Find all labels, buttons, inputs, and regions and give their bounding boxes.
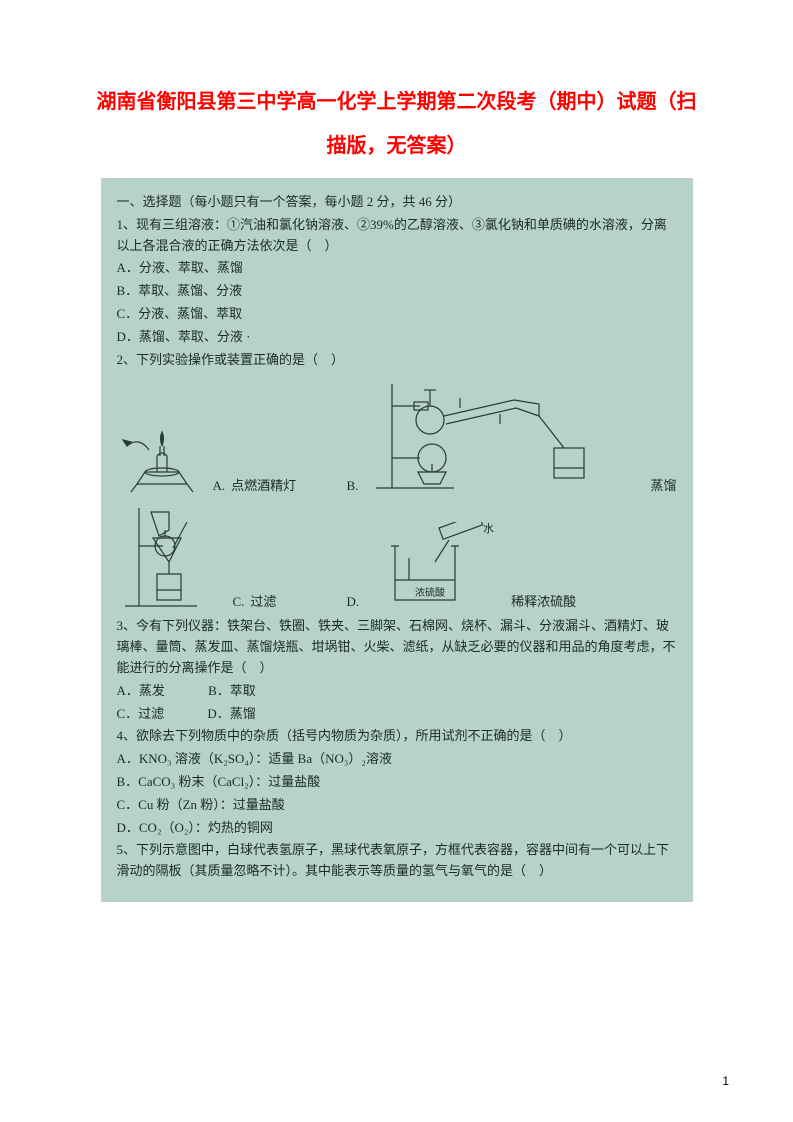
acid-label-svg: 浓硫酸: [415, 586, 445, 599]
filtration-apparatus-icon: [117, 502, 227, 612]
distillation-apparatus-icon: [364, 376, 624, 496]
alcohol-lamp-icon: [117, 406, 207, 496]
q1-opt-d: D．蒸馏、萃取、分液 ·: [117, 327, 677, 348]
q2-stem: 2、下列实验操作或装置正确的是（ ）: [117, 350, 677, 371]
q3-opt-a: A．蒸发: [117, 681, 165, 702]
q3-opt-b: B．萃取: [208, 681, 256, 702]
doc-title: 湖南省衡阳县第三中学高一化学上学期第二次段考（期中）试题（扫 描版，无答案）: [60, 80, 733, 168]
water-label-svg: 水: [483, 522, 494, 535]
q3-opts-row2: C．过滤 D．蒸馏: [117, 704, 677, 725]
section-1-header: 一、选择题（每小题只有一个答案，每小题 2 分，共 46 分）: [117, 192, 677, 213]
q3-opt-d: D．蒸馏: [207, 704, 255, 725]
q4-stem: 4、欲除去下列物质中的杂质（括号内物质为杂质），所用试剂不正确的是（ ）: [117, 726, 677, 747]
q1-stem: 1、现有三组溶液：①汽油和氯化钠溶液、②39%的乙醇溶液、③氯化钠和单质碘的水溶…: [117, 215, 677, 257]
q5-stem: 5、下列示意图中，白球代表氢原子，黑球代表氧原子，方框代表容器，容器中间有一个可…: [117, 840, 677, 882]
title-line-2: 描版，无答案）: [60, 124, 733, 168]
q2-figA-label: A.: [213, 476, 226, 497]
q2-figD-label: D.: [347, 592, 360, 613]
q2-figA-text: 点燃酒精灯: [231, 476, 296, 497]
scanned-exam-image: 一、选择题（每小题只有一个答案，每小题 2 分，共 46 分） 1、现有三组溶液…: [101, 178, 693, 902]
q2-figB-text: 蒸馏: [650, 476, 676, 497]
q4-opt-d: D．CO₂（O₂）：灼热的铜网: [117, 818, 677, 839]
q2-figD-text: 稀释浓硫酸: [511, 592, 576, 613]
q1-opt-a: A．分液、萃取、蒸馏: [117, 258, 677, 279]
page-number: 1: [722, 1074, 729, 1088]
q2-figB-label: B.: [347, 476, 359, 497]
q1-opt-b: B．萃取、蒸馏、分液: [117, 281, 677, 302]
q3-stem: 3、今有下列仪器：铁架台、铁圈、铁夹、三脚架、石棉网、烧杯、漏斗、分液漏斗、酒精…: [117, 616, 677, 678]
q2-fig-row-2: C. 过滤 D. 水 浓硫酸 稀释浓硫: [117, 502, 677, 612]
q2-fig-row-1: A. 点燃酒精灯 B.: [117, 376, 677, 496]
q2-figC-label: C.: [233, 592, 245, 613]
dilute-acid-icon: 水 浓硫酸: [365, 522, 505, 612]
title-line-1: 湖南省衡阳县第三中学高一化学上学期第二次段考（期中）试题（扫: [60, 80, 733, 124]
q3-opts-row1: A．蒸发 B．萃取: [117, 681, 677, 702]
q4-opt-c: C．Cu 粉（Zn 粉）：过量盐酸: [117, 795, 677, 816]
q4-opt-b: B．CaCO₃ 粉末（CaCl₂）：过量盐酸: [117, 772, 677, 793]
q3-opt-c: C．过滤: [117, 704, 165, 725]
q2-figC-text: 过滤: [250, 592, 276, 613]
q4-opt-a: A．KNO₃ 溶液（K₂SO₄）：适量 Ba（NO₃）₂溶液: [117, 749, 677, 770]
q1-opt-c: C．分液、蒸馏、萃取: [117, 304, 677, 325]
